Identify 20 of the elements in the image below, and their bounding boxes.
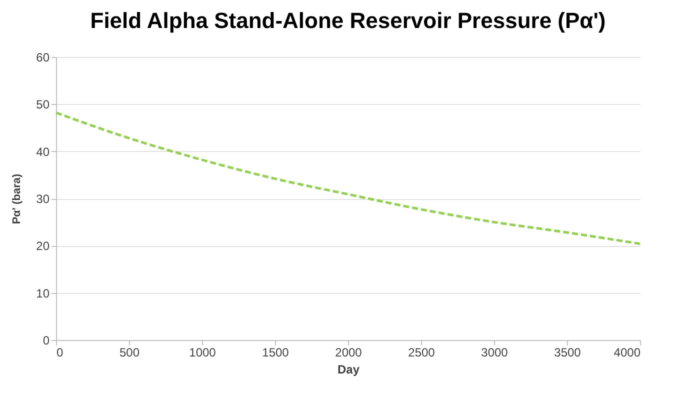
y-tick-label: 20: [36, 239, 50, 254]
line-series: [54, 111, 642, 246]
x-tick-label: 500: [119, 346, 140, 360]
x-tick-label: 1500: [262, 346, 290, 360]
y-tick-label: 60: [36, 50, 50, 64]
x-tick-label: 2500: [408, 346, 436, 360]
chart-title: Field Alpha Stand-Alone Reservoir Pressure (Pα'): [90, 8, 606, 33]
x-tick-label: 4000: [614, 346, 641, 360]
x-tick-label: 3500: [554, 346, 582, 360]
y-tick-label: 0: [42, 334, 50, 348]
x-tick-label: 1000: [189, 346, 216, 360]
y-tick-label: 10: [36, 286, 50, 300]
y-axis-title: Pα' (bara): [11, 174, 24, 224]
x-tick-label: 0: [56, 346, 64, 360]
y-tick-label: 30: [36, 192, 50, 206]
x-tick-label: 3000: [481, 346, 508, 360]
y-tick-label: 50: [36, 98, 50, 112]
x-tick-label: 2000: [335, 346, 362, 360]
x-axis-title: Day: [337, 362, 360, 376]
y-tick-label: 40: [36, 144, 50, 159]
